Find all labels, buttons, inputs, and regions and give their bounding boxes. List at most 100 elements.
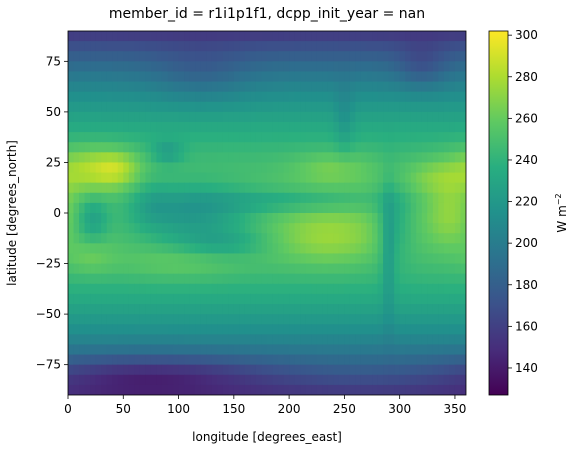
heatmap-cell: [173, 314, 180, 325]
heatmap-cell: [410, 91, 417, 103]
heatmap-cell: [300, 354, 307, 366]
heatmap-cell: [112, 354, 119, 366]
heatmap-cell: [305, 324, 312, 335]
heatmap-cell: [222, 283, 229, 295]
heatmap-cell: [289, 233, 296, 244]
heatmap-cell: [305, 384, 312, 395]
heatmap-cell: [84, 374, 91, 386]
heatmap-cell: [311, 283, 318, 295]
heatmap-cell: [211, 81, 218, 93]
heatmap-cell: [338, 202, 345, 214]
heatmap-cell: [217, 91, 224, 103]
heatmap-cell: [432, 182, 439, 194]
heatmap-cell: [112, 374, 119, 386]
heatmap-cell: [128, 334, 135, 346]
heatmap-cell: [178, 111, 185, 123]
heatmap-cell: [84, 152, 91, 164]
heatmap-cell: [233, 293, 240, 305]
heatmap-cell: [173, 152, 180, 164]
heatmap-cell: [233, 283, 240, 295]
heatmap-cell: [432, 31, 439, 42]
heatmap-cell: [178, 314, 185, 325]
heatmap-cell: [244, 213, 252, 224]
heatmap-cell: [388, 334, 395, 346]
heatmap-cell: [449, 273, 456, 285]
heatmap-cell: [399, 51, 406, 62]
heatmap-cell: [267, 81, 274, 93]
heatmap-cell: [449, 132, 456, 143]
heatmap-cell: [128, 384, 135, 395]
heatmap-cell: [211, 202, 218, 214]
heatmap-cell: [189, 182, 196, 194]
heatmap-cell: [394, 213, 401, 224]
heatmap-cell: [372, 213, 379, 224]
heatmap-cell: [184, 192, 191, 204]
heatmap-cell: [421, 31, 428, 42]
heatmap-cell: [195, 172, 202, 184]
heatmap-cell: [454, 182, 462, 194]
heatmap-field: [68, 31, 466, 395]
heatmap-cell: [438, 71, 445, 83]
heatmap-cell: [150, 314, 158, 325]
heatmap-cell: [250, 162, 257, 174]
heatmap-cell: [150, 374, 158, 386]
heatmap-cell: [134, 304, 141, 315]
heatmap-cell: [211, 71, 218, 83]
heatmap-cell: [294, 374, 301, 386]
heatmap-cell: [101, 61, 108, 73]
heatmap-cell: [255, 81, 263, 93]
heatmap-cell: [333, 101, 340, 113]
heatmap-cell: [454, 223, 462, 234]
heatmap-cell: [427, 81, 434, 93]
heatmap-cell: [84, 81, 91, 93]
heatmap-cell: [150, 263, 158, 275]
heatmap-cell: [101, 31, 108, 42]
heatmap-cell: [416, 172, 423, 184]
heatmap-cell: [222, 273, 229, 285]
heatmap-cell: [300, 61, 307, 73]
heatmap-cell: [360, 142, 368, 153]
heatmap-cell: [222, 142, 229, 153]
heatmap-cell: [156, 364, 163, 376]
heatmap-cell: [128, 122, 135, 133]
heatmap-cell: [150, 152, 158, 164]
heatmap-cell: [206, 172, 213, 184]
heatmap-cell: [156, 122, 163, 133]
heatmap-cell: [383, 263, 390, 275]
heatmap-cell: [150, 81, 158, 93]
heatmap-cell: [211, 101, 218, 113]
heatmap-cell: [101, 101, 108, 113]
heatmap-cell: [410, 172, 417, 184]
heatmap-cell: [156, 304, 163, 315]
heatmap-cell: [360, 324, 368, 335]
heatmap-cell: [383, 334, 390, 346]
heatmap-cell: [272, 182, 279, 194]
heatmap-cell: [173, 334, 180, 346]
heatmap-cell: [394, 304, 401, 315]
heatmap-cell: [222, 223, 229, 234]
heatmap-cell: [228, 344, 235, 356]
heatmap-cell: [410, 314, 417, 325]
heatmap-cell: [294, 132, 301, 143]
heatmap-cell: [200, 334, 207, 346]
heatmap-cell: [394, 31, 401, 42]
heatmap-cell: [211, 182, 218, 194]
heatmap-cell: [244, 152, 252, 164]
heatmap-cell: [189, 31, 196, 42]
heatmap-cell: [173, 122, 180, 133]
heatmap-cell: [222, 293, 229, 305]
heatmap-cell: [327, 364, 334, 376]
heatmap-cell: [90, 81, 97, 93]
heatmap-cell: [311, 142, 318, 153]
heatmap-cell: [145, 132, 152, 143]
heatmap-cell: [460, 41, 466, 52]
heatmap-cell: [267, 162, 274, 174]
heatmap-cell: [233, 111, 240, 123]
heatmap-cell: [84, 283, 91, 295]
heatmap-cell: [327, 314, 334, 325]
heatmap-cell: [161, 384, 169, 395]
heatmap-cell: [184, 61, 191, 73]
heatmap-cell: [410, 324, 417, 335]
heatmap-cell: [355, 31, 362, 42]
heatmap-cell: [388, 192, 395, 204]
